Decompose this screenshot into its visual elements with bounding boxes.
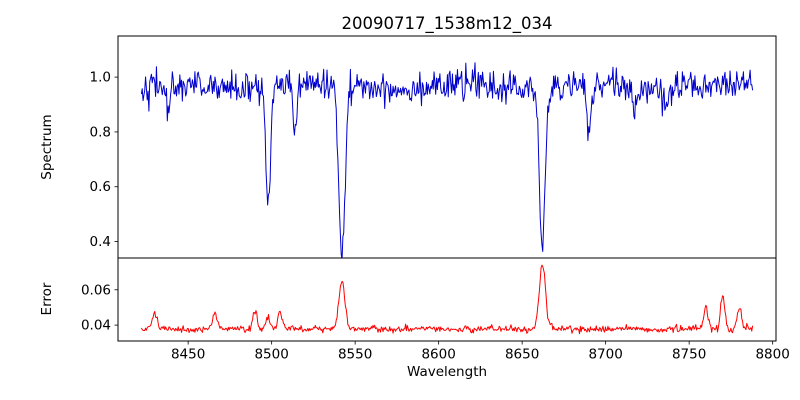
x-tick-label: 8450 [171,347,205,363]
spectrum-spines [117,35,777,259]
x-tick-label: 8650 [505,347,539,363]
y-tick-label: 0.6 [90,179,111,195]
x-tick-label: 8750 [672,347,706,363]
error-spines [117,257,777,342]
y-tick-label: 0.04 [81,318,111,334]
y-tick-label: 1.0 [90,70,111,86]
y-tick-label: 0.8 [90,124,111,140]
y-tick-label: 0.06 [81,282,111,298]
error-line [140,264,754,335]
x-tick-label: 8500 [254,347,288,363]
y-tick-label: 0.4 [90,234,111,250]
x-tick-label: 8700 [588,347,622,363]
x-tick-label: 8550 [338,347,372,363]
spectrum-line [140,62,754,258]
x-tick-label: 8600 [421,347,455,363]
x-tick-label: 8800 [755,347,789,363]
plot-title: 20090717_1538m12_034 [341,14,553,33]
x-axis-label: Wavelength [406,364,488,380]
